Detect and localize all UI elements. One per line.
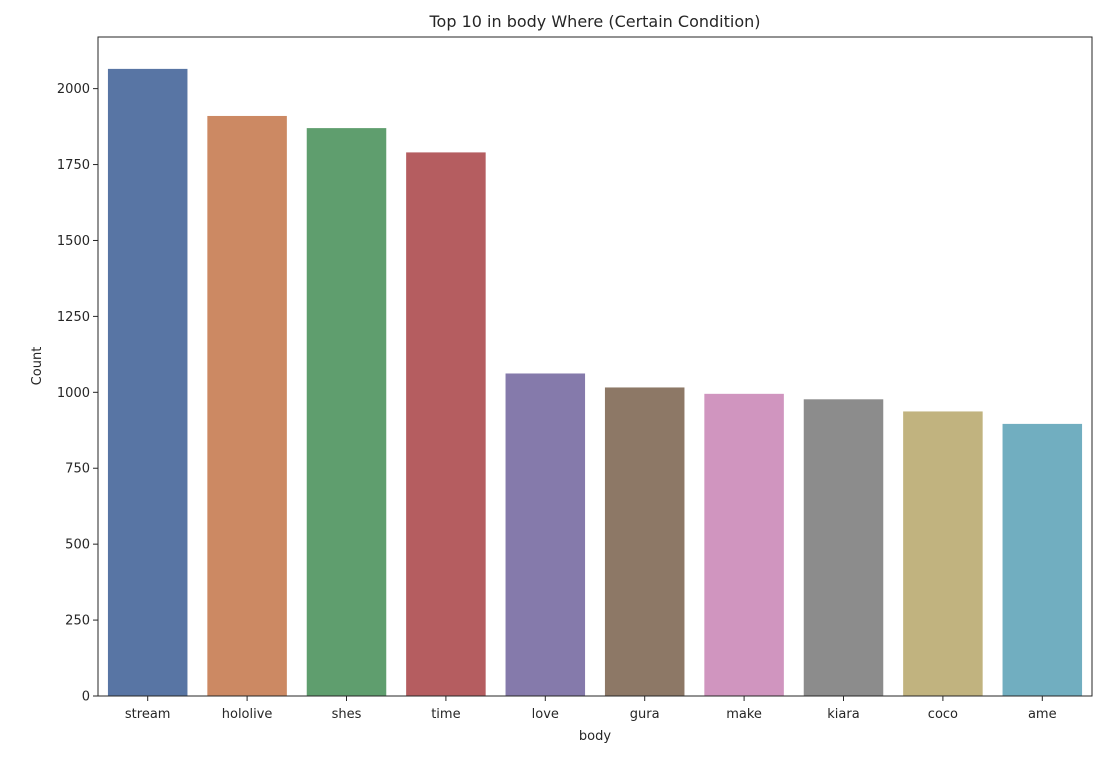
bars-group (107, 68, 1083, 697)
x-tick-label: kiara (827, 707, 859, 722)
x-tick-label: stream (125, 707, 171, 722)
y-axis-label: Count (30, 347, 45, 386)
bar-coco (903, 411, 983, 696)
y-tick-label: 1000 (57, 386, 90, 401)
x-tick-label: hololive (222, 707, 273, 722)
y-tick-label: 1250 (57, 310, 90, 325)
y-tick-label: 500 (65, 538, 90, 553)
y-tick-label: 1500 (57, 234, 90, 249)
bar-kiara (803, 399, 884, 696)
x-tick-label: gura (630, 707, 660, 722)
x-tick-label: love (532, 707, 559, 722)
x-tick-label: make (726, 707, 762, 722)
x-tick-label: coco (928, 707, 958, 722)
y-tick-label: 2000 (57, 82, 90, 97)
bar-ame (1002, 423, 1083, 696)
bar-shes (306, 128, 387, 697)
plot-frame (97, 36, 1093, 697)
bar-love (505, 373, 586, 696)
x-axis-ticks: stream hololive shes time love gura make kiara c… (125, 696, 1057, 722)
x-axis-label: body (579, 729, 611, 744)
bar-gura (604, 387, 685, 696)
y-axis-ticks: 0 250 500 750 1000 1250 1500 1750 2000 (57, 82, 98, 705)
chart-title: Top 10 in body Where (Certain Condition) (429, 12, 761, 31)
bar-hololive (207, 115, 287, 697)
y-tick-label: 750 (65, 462, 90, 477)
bar-time (406, 152, 486, 696)
bar-stream (107, 68, 188, 697)
x-tick-label: shes (332, 707, 362, 722)
x-tick-label: time (431, 707, 460, 722)
y-tick-label: 0 (82, 690, 90, 705)
x-tick-label: ame (1028, 707, 1057, 722)
y-tick-label: 1750 (57, 158, 90, 173)
y-tick-label: 250 (65, 614, 90, 629)
bar-make (704, 393, 784, 696)
